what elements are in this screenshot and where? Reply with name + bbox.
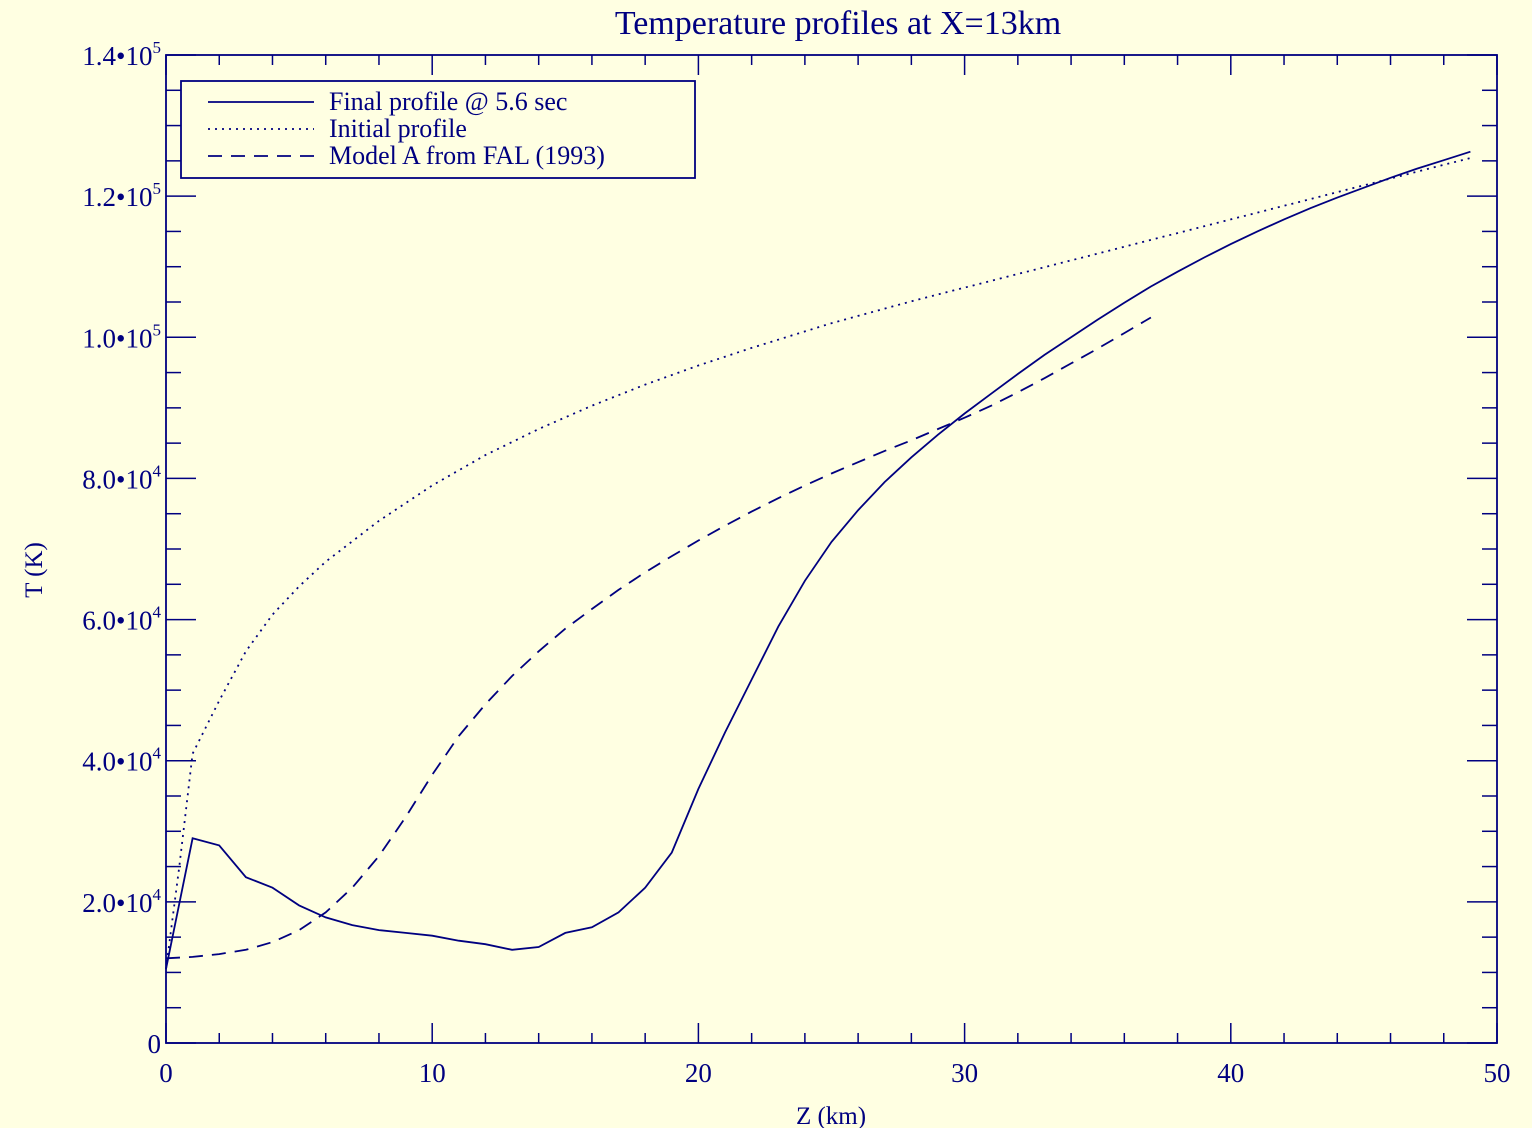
y-tick-label: 1.4•105	[82, 38, 161, 71]
x-tick-label: 40	[1217, 1058, 1244, 1088]
axis-ticks	[165, 54, 1498, 1044]
y-tick-label: 6.0•104	[82, 603, 161, 636]
plot-frame	[165, 54, 1498, 1044]
chart-title: Temperature profiles at X=13km	[615, 5, 1061, 42]
series-line-dashed	[165, 316, 1152, 960]
legend-label: Initial profile	[329, 114, 467, 143]
y-tick-label: 0	[148, 1029, 162, 1059]
series-line-dotted	[165, 157, 1471, 970]
x-tick-label: 50	[1484, 1058, 1511, 1088]
y-tick-label: 8.0•104	[82, 461, 161, 494]
y-tick-label: 4.0•104	[82, 744, 161, 777]
y-tick-label: 2.0•104	[82, 885, 161, 918]
x-tick-label: 0	[159, 1058, 173, 1088]
axis-tick-labels: 0 10 20 30 40 50 0 2.0•104 4.0•104 6.0•104 8.0•104…	[82, 38, 1510, 1088]
series-lines	[165, 150, 1471, 970]
x-tick-label: 20	[685, 1058, 712, 1088]
legend-box	[180, 80, 696, 179]
series-line-solid	[165, 150, 1471, 970]
y-axis-label: T (K)	[21, 542, 48, 598]
y-tick-label: 1.0•105	[82, 320, 161, 353]
legend-label: Final profile @ 5.6 sec	[329, 87, 567, 116]
x-tick-label: 10	[419, 1058, 446, 1088]
legend-label: Model A from FAL (1993)	[329, 141, 605, 170]
x-axis-label: Z (km)	[796, 1103, 866, 1128]
x-tick-label: 30	[951, 1058, 978, 1088]
y-tick-label: 1.2•105	[82, 179, 161, 212]
